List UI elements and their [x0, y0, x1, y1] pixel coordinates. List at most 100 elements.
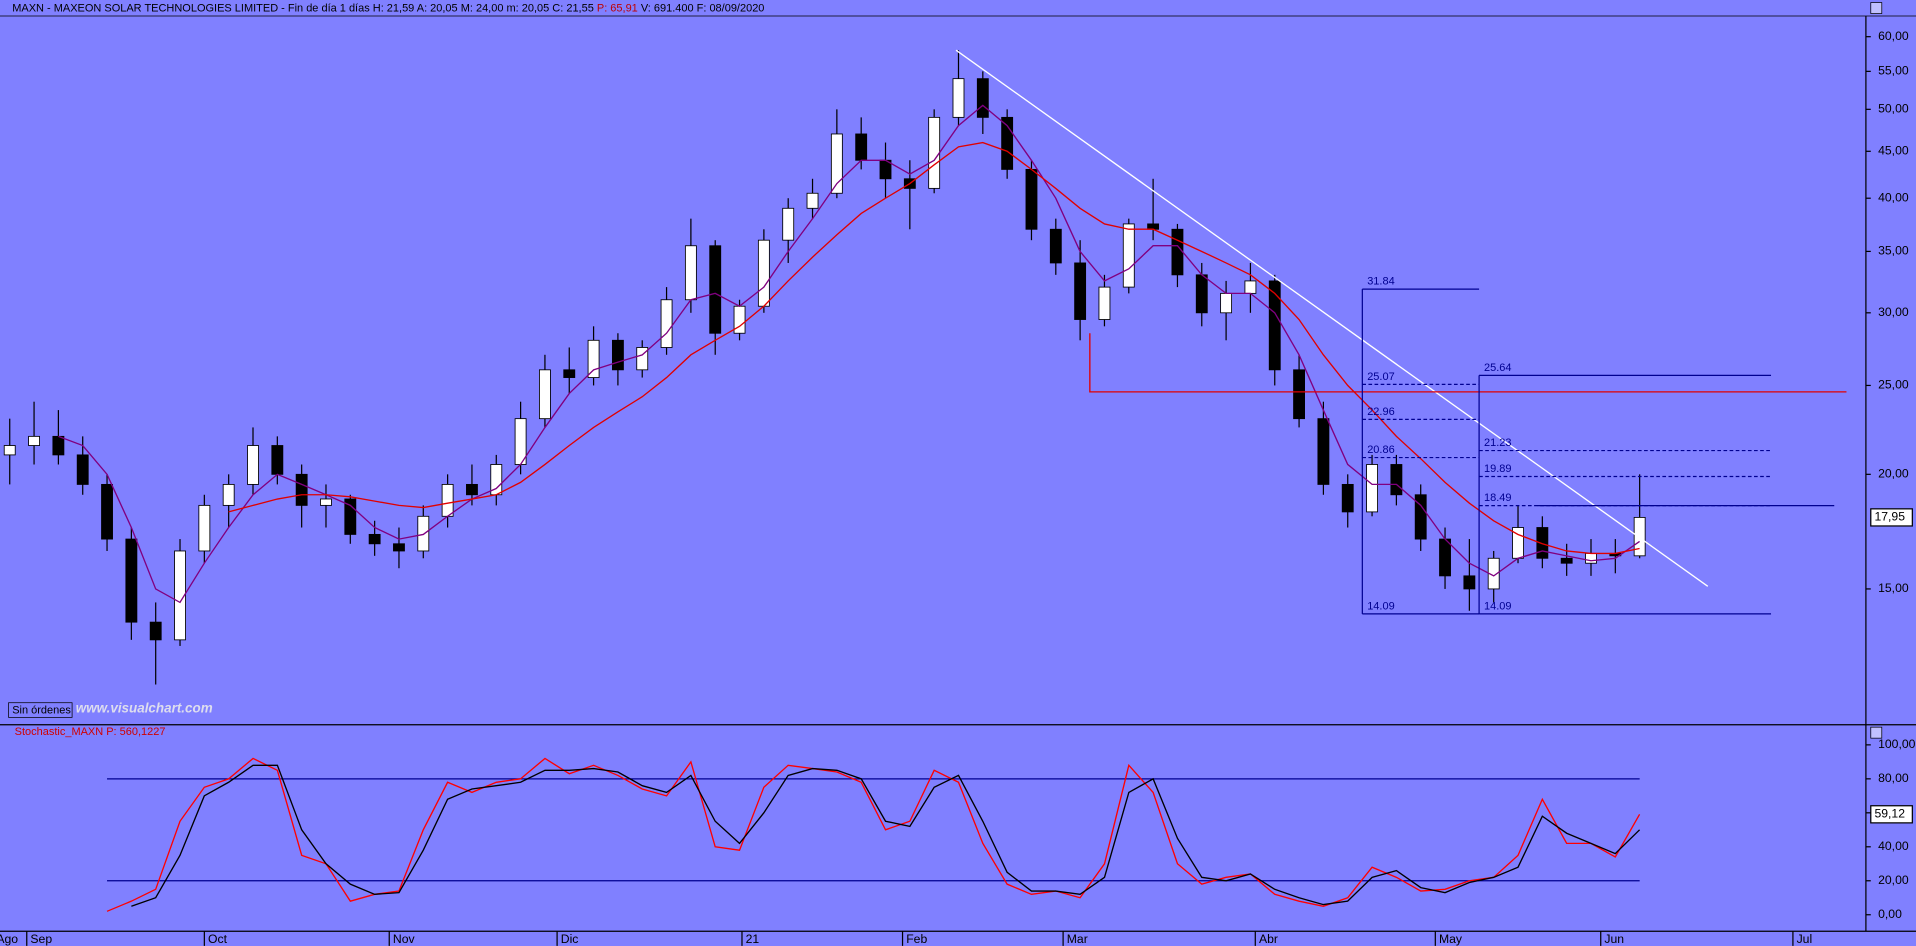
x-tick-label: Sep	[30, 932, 52, 946]
chart-header: MAXN - MAXEON SOLAR TECHNOLOGIES LIMITED…	[12, 3, 764, 15]
candle-body	[806, 192, 819, 209]
header-segment: V: 691.400 F: 08/09/2020	[638, 3, 765, 15]
candle-body	[1171, 228, 1184, 276]
y-tick-label: 0,00	[1878, 907, 1902, 921]
candle-body	[1025, 168, 1038, 230]
drawn-line	[1089, 333, 1847, 393]
y-tick-label: 25,00	[1878, 378, 1909, 392]
candle-body	[830, 133, 843, 194]
value-tag-label: 17,95	[1874, 510, 1905, 524]
fib-label: 25.07	[1367, 371, 1395, 383]
fib-label: 20.86	[1367, 444, 1395, 456]
orders-button[interactable]	[8, 702, 73, 718]
y-tick-label: 40,00	[1878, 190, 1909, 204]
candle-body	[52, 435, 65, 456]
candle-body	[320, 498, 332, 506]
candle-body	[295, 473, 308, 506]
y-tick-label: 45,00	[1878, 144, 1909, 158]
candle-body	[1463, 575, 1476, 590]
value-tag	[1870, 508, 1913, 527]
candle-body	[1585, 552, 1597, 564]
window-button[interactable]	[1870, 2, 1883, 14]
x-tick-label: Ago	[0, 932, 18, 946]
candle-body	[1244, 280, 1257, 294]
y-tick-label: 60,00	[1878, 29, 1909, 43]
candle-body	[28, 435, 40, 446]
candle-body	[3, 445, 16, 456]
header-segment: MAXN - MAXEON SOLAR TECHNOLOGIES LIMITED…	[12, 3, 597, 15]
candle-body	[393, 543, 405, 552]
candle-body	[149, 621, 162, 641]
candle-body	[1049, 228, 1062, 264]
candle-body	[660, 299, 673, 348]
y-tick-label: 15,00	[1878, 581, 1909, 595]
candle-body	[1439, 538, 1451, 577]
x-tick-label: Dic	[561, 932, 579, 946]
candle-body	[441, 483, 454, 517]
x-tick-label: May	[1439, 932, 1463, 946]
candle-body	[247, 445, 259, 485]
candle-body	[587, 339, 600, 378]
candle-body	[1147, 223, 1160, 230]
candle-body	[271, 445, 284, 475]
y-tick-label: 55,00	[1878, 64, 1909, 78]
candle-body	[563, 369, 576, 378]
candle-body	[368, 533, 381, 545]
y-tick-label: 80,00	[1878, 771, 1909, 785]
candle-body	[757, 239, 770, 307]
y-tick-label: 20,00	[1878, 467, 1909, 481]
x-tick-label: Mar	[1067, 932, 1088, 946]
candle-body	[855, 133, 868, 161]
stochastic-line	[131, 764, 1641, 907]
candle-body	[1341, 483, 1354, 513]
candle-body	[1366, 464, 1378, 513]
fib-label: 19.89	[1484, 463, 1512, 475]
candle-body	[1536, 527, 1549, 559]
candle-body	[198, 504, 211, 552]
window-button[interactable]	[1870, 726, 1883, 739]
candle-body	[1195, 274, 1208, 314]
candle-body	[1414, 494, 1427, 540]
y-tick-label: 20,00	[1878, 873, 1909, 887]
fib-label: 18.49	[1484, 492, 1512, 504]
watermark: www.visualchart.com	[76, 700, 213, 715]
candle-body	[611, 339, 624, 371]
x-tick-label: Jul	[1797, 932, 1813, 946]
y-tick-label: 30,00	[1878, 305, 1909, 319]
x-tick-label: Oct	[208, 932, 228, 946]
candle-body	[222, 483, 235, 506]
x-tick-label: 21	[746, 932, 760, 946]
candle-body	[174, 550, 186, 641]
fib-label: 25.64	[1484, 362, 1512, 374]
candle-body	[1220, 292, 1233, 314]
candle-body	[344, 498, 357, 535]
moving-average	[58, 104, 1640, 604]
y-tick-label: 100,00	[1878, 737, 1916, 751]
candle-body	[1317, 418, 1330, 485]
moving-average	[228, 141, 1640, 555]
candle-body	[1560, 557, 1573, 564]
candle-body	[1001, 116, 1014, 170]
y-tick-label: 35,00	[1878, 244, 1909, 258]
stochastic-line	[106, 757, 1641, 912]
header-segment: P: 65,91	[597, 3, 638, 15]
candle-body	[636, 347, 649, 371]
candle-body	[1633, 516, 1646, 557]
candle-body	[928, 116, 941, 189]
fib-label: 31.84	[1367, 276, 1395, 288]
candle-body	[1390, 464, 1403, 496]
drawn-line	[955, 49, 1709, 587]
value-tag-label: 59,12	[1874, 807, 1905, 821]
candle-body	[684, 245, 697, 301]
x-tick-label: Nov	[393, 932, 416, 946]
candle-body	[539, 369, 551, 420]
orders-button-label[interactable]: Sin órdenes	[12, 705, 71, 717]
candle-body	[101, 483, 113, 540]
x-tick-label: Abr	[1259, 932, 1278, 946]
candle-body	[782, 207, 795, 241]
candle-body	[1293, 369, 1306, 420]
fib-label: 14.09	[1367, 600, 1395, 612]
